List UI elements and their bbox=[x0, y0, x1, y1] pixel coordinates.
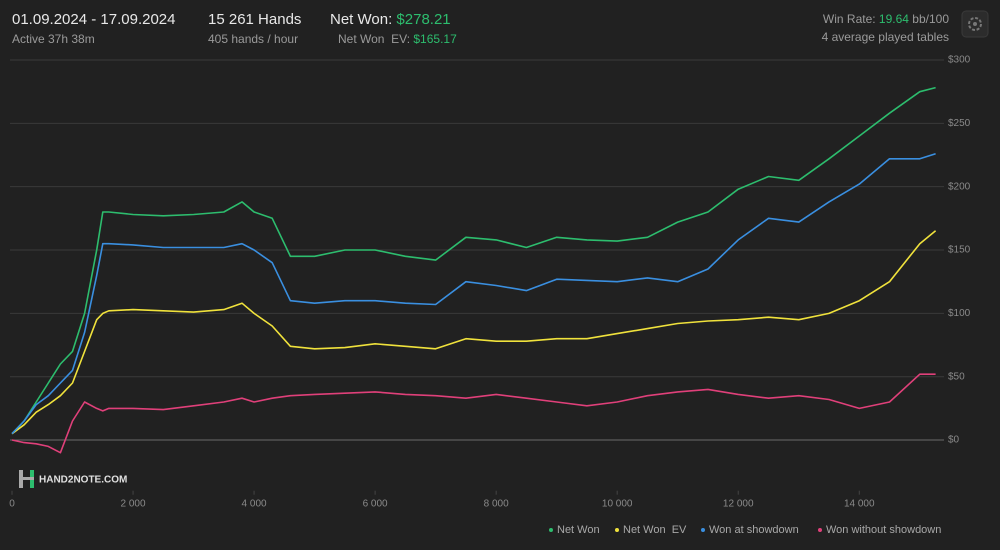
net-won-value: $278.21 bbox=[396, 11, 450, 28]
net-won-ev: Net Won EV: $165.17 bbox=[338, 32, 457, 46]
logo: HAND2NOTE.COM bbox=[19, 470, 127, 488]
x-tick-label: 8 000 bbox=[484, 499, 509, 510]
x-tick-label: 6 000 bbox=[363, 499, 388, 510]
x-tick-label: 10 000 bbox=[602, 499, 633, 510]
hands: 15 261 Hands bbox=[208, 11, 301, 28]
legend-dot bbox=[701, 528, 705, 532]
x-tick-label: 12 000 bbox=[723, 499, 754, 510]
legend-dot bbox=[818, 528, 822, 532]
logo-mark bbox=[19, 477, 34, 480]
gear-center[interactable] bbox=[973, 22, 977, 26]
gear-icon[interactable] bbox=[968, 17, 982, 31]
y-tick-label: $150 bbox=[948, 245, 971, 256]
legend-label: Net Won EV bbox=[623, 524, 687, 536]
net-won-label: Net Won: bbox=[330, 11, 396, 28]
win-rate-label: Win Rate: bbox=[823, 12, 879, 26]
y-tick-label: $300 bbox=[948, 55, 971, 66]
date-range: 01.09.2024 - 17.09.2024 bbox=[12, 11, 175, 28]
y-tick-label: $0 bbox=[948, 435, 960, 446]
y-tick-label: $50 bbox=[948, 371, 965, 382]
x-tick-label: 0 bbox=[9, 499, 15, 510]
net-won-ev-value: $165.17 bbox=[413, 32, 457, 46]
net-won: Net Won: $278.21 bbox=[330, 11, 451, 28]
legend-dot bbox=[549, 528, 553, 532]
plot: $0 $50 $100 $150 $200 $250 $300 0 2 000 4 000 6 00… bbox=[9, 55, 970, 510]
net-won-ev-label: Net Won EV: bbox=[338, 32, 413, 46]
win-rate-unit: bb/100 bbox=[909, 12, 949, 26]
series-line bbox=[11, 152, 936, 435]
x-tick-label: 14 000 bbox=[844, 499, 875, 510]
y-tick-label: $100 bbox=[948, 308, 971, 319]
legend-dot bbox=[615, 528, 619, 532]
active-time: Active 37h 38m bbox=[12, 32, 95, 46]
x-tick-label: 4 000 bbox=[242, 499, 267, 510]
win-rate-value: 19.64 bbox=[879, 12, 909, 26]
y-tick-label: $200 bbox=[948, 181, 971, 192]
tables: 4 average played tables bbox=[822, 30, 949, 44]
logo-text: HAND2NOTE.COM bbox=[39, 475, 127, 486]
hands-per-hour: 405 hands / hour bbox=[208, 32, 298, 46]
series-line bbox=[11, 86, 936, 435]
legend-label: Won at showdown bbox=[709, 524, 799, 536]
series-line bbox=[11, 373, 936, 454]
settings-button[interactable] bbox=[961, 10, 989, 38]
y-tick-label: $250 bbox=[948, 118, 971, 129]
legend-label: Net Won bbox=[557, 524, 600, 536]
x-tick-label: 2 000 bbox=[121, 499, 146, 510]
win-rate: Win Rate: 19.64 bb/100 bbox=[823, 12, 949, 26]
legend-label: Won without showdown bbox=[826, 524, 941, 536]
series-line bbox=[11, 230, 937, 435]
